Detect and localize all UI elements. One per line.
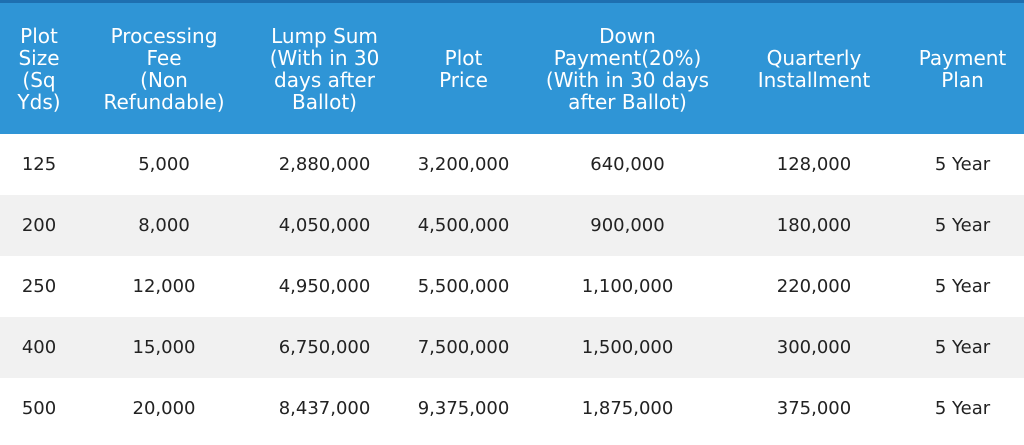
cell-down-payment: 640,000 xyxy=(528,134,727,195)
cell-lump-sum: 6,750,000 xyxy=(250,317,399,378)
table-row: 500 20,000 8,437,000 9,375,000 1,875,000… xyxy=(0,378,1024,439)
cell-plot-size: 500 xyxy=(0,378,78,439)
payment-plan-table: Plot Size (Sq Yds) Processing Fee (Non R… xyxy=(0,3,1024,439)
cell-payment-plan: 5 Year xyxy=(901,195,1024,256)
table-row: 250 12,000 4,950,000 5,500,000 1,100,000… xyxy=(0,256,1024,317)
cell-plot-size: 400 xyxy=(0,317,78,378)
header-lump-sum: Lump Sum (With in 30 days after Ballot) xyxy=(250,3,399,134)
cell-plot-price: 4,500,000 xyxy=(399,195,528,256)
cell-processing-fee: 8,000 xyxy=(78,195,250,256)
header-payment-plan: Payment Plan xyxy=(901,3,1024,134)
table-header-row: Plot Size (Sq Yds) Processing Fee (Non R… xyxy=(0,3,1024,134)
table-row: 125 5,000 2,880,000 3,200,000 640,000 12… xyxy=(0,134,1024,195)
cell-plot-size: 125 xyxy=(0,134,78,195)
header-plot-price: Plot Price xyxy=(399,3,528,134)
cell-processing-fee: 20,000 xyxy=(78,378,250,439)
header-quarterly-installment: Quarterly Installment xyxy=(727,3,901,134)
cell-lump-sum: 4,950,000 xyxy=(250,256,399,317)
cell-plot-size: 200 xyxy=(0,195,78,256)
table-row: 400 15,000 6,750,000 7,500,000 1,500,000… xyxy=(0,317,1024,378)
cell-plot-price: 9,375,000 xyxy=(399,378,528,439)
cell-plot-size: 250 xyxy=(0,256,78,317)
cell-quarterly-installment: 180,000 xyxy=(727,195,901,256)
cell-down-payment: 1,875,000 xyxy=(528,378,727,439)
cell-lump-sum: 8,437,000 xyxy=(250,378,399,439)
header-down-payment: Down Payment(20%) (With in 30 days after… xyxy=(528,3,727,134)
cell-down-payment: 1,500,000 xyxy=(528,317,727,378)
header-plot-size: Plot Size (Sq Yds) xyxy=(0,3,78,134)
header-processing-fee: Processing Fee (Non Refundable) xyxy=(78,3,250,134)
cell-plot-price: 5,500,000 xyxy=(399,256,528,317)
cell-processing-fee: 15,000 xyxy=(78,317,250,378)
cell-processing-fee: 5,000 xyxy=(78,134,250,195)
cell-lump-sum: 2,880,000 xyxy=(250,134,399,195)
cell-lump-sum: 4,050,000 xyxy=(250,195,399,256)
cell-quarterly-installment: 220,000 xyxy=(727,256,901,317)
cell-down-payment: 1,100,000 xyxy=(528,256,727,317)
cell-quarterly-installment: 300,000 xyxy=(727,317,901,378)
cell-quarterly-installment: 128,000 xyxy=(727,134,901,195)
cell-payment-plan: 5 Year xyxy=(901,134,1024,195)
cell-plot-price: 7,500,000 xyxy=(399,317,528,378)
cell-plot-price: 3,200,000 xyxy=(399,134,528,195)
cell-processing-fee: 12,000 xyxy=(78,256,250,317)
table-row: 200 8,000 4,050,000 4,500,000 900,000 18… xyxy=(0,195,1024,256)
cell-down-payment: 900,000 xyxy=(528,195,727,256)
cell-payment-plan: 5 Year xyxy=(901,378,1024,439)
cell-payment-plan: 5 Year xyxy=(901,256,1024,317)
cell-quarterly-installment: 375,000 xyxy=(727,378,901,439)
cell-payment-plan: 5 Year xyxy=(901,317,1024,378)
